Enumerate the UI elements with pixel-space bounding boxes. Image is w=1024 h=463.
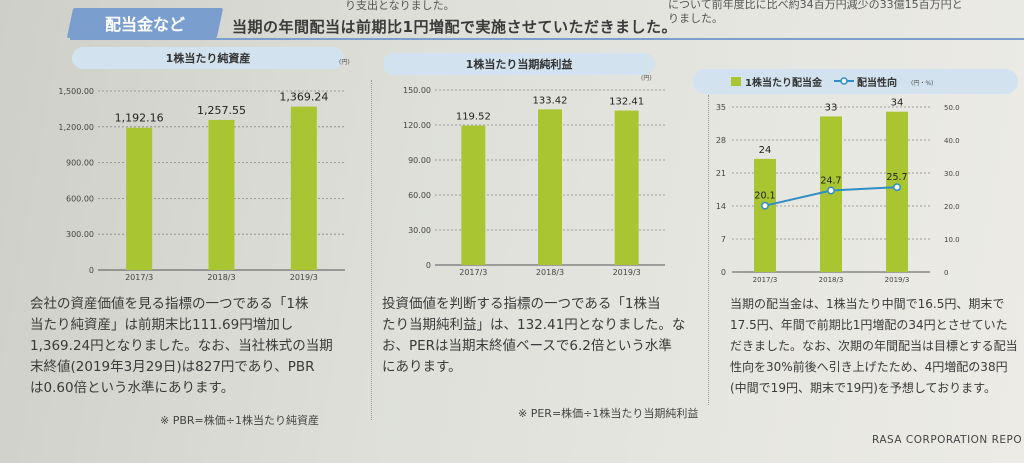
legend-bar-swatch <box>731 77 741 86</box>
payout-ratio-label: 24.7 <box>820 175 841 186</box>
y-tick-label: 90.00 <box>408 156 431 165</box>
payout-ratio-point <box>893 183 901 192</box>
column-divider-2 <box>708 95 709 405</box>
pbr-note: ※ PBR=株価÷1株当たり純資産 <box>160 414 319 427</box>
data-label: 1,192.16 <box>115 112 164 125</box>
bar-2018/3 <box>208 119 235 270</box>
chart2-unit: (円) <box>641 75 652 82</box>
description-1: 会社の資産価値を見る指標の一つである「1株 当たり純資産」は前期末比111.69… <box>30 296 333 396</box>
y2-tick-label: 40.0 <box>944 137 960 145</box>
description-3: 当期の配当金は、1株当たり中間で16.5円、期末で 17.5円、年間で前期比1円… <box>730 297 1018 395</box>
y-tick-label: 60.00 <box>408 191 431 200</box>
bar-2018/3 <box>538 109 562 265</box>
header-rule <box>70 38 1024 40</box>
column-divider-1 <box>371 80 372 420</box>
legend-line-swatch <box>834 77 854 85</box>
legend-bar-label: 1株当たり配当金 <box>745 78 822 89</box>
data-label: 119.52 <box>456 112 491 123</box>
bar-2017/3 <box>461 125 486 265</box>
x-tick-label: 2019/3 <box>290 273 318 282</box>
top-fragment-3: りました。 <box>668 12 723 25</box>
data-label: 133.42 <box>533 95 568 106</box>
dividend-label: 34 <box>891 98 904 109</box>
y-tick-label: 300.00 <box>66 230 94 239</box>
dividend-bar-2017/3 <box>754 158 776 272</box>
x-tick-label: 2019/3 <box>613 268 641 277</box>
top-fragment-1: り支出となりました。 <box>345 0 455 12</box>
chart3-combo-chart: 0 7 14 21 28 35 0 10.0 20.0 30.0 40.0 50.0 24 2017/3 3… <box>716 98 960 284</box>
payout-ratio-point <box>827 186 835 195</box>
payout-ratio-label: 20.1 <box>754 191 775 202</box>
top-fragment-2: について前年度比に比べ約34百万円減少の33億15百万円と <box>668 0 963 11</box>
bar-2019/3 <box>290 106 317 270</box>
dividend-bar-2019/3 <box>886 111 908 272</box>
y-tick-label: 0 <box>426 261 431 270</box>
chart3-legend: 1株当たり配当金 配当性向 (円・%) <box>693 69 1018 94</box>
description-2: 投資価値を判断する指標の一つである「1株当 たり当期純利益」は、132.41円と… <box>382 296 686 375</box>
chart1-bar-chart: 0 300.00 600.00 900.00 1,200.00 1,500.00 1,192… <box>58 87 345 282</box>
x-tick-label: 2017/3 <box>753 276 778 284</box>
bar-2019/3 <box>614 110 639 265</box>
y-tick-label: 7 <box>721 235 726 244</box>
y-tick-label: 1,500.00 <box>58 87 94 96</box>
y-tick-label: 0 <box>89 266 94 275</box>
x-tick-label: 2018/3 <box>536 268 564 277</box>
per-note: ※ PER=株価÷1株当たり当期純利益 <box>518 407 699 420</box>
y2-tick-label: 50.0 <box>944 104 960 112</box>
dividend-label: 33 <box>825 102 838 113</box>
y-tick-label: 900.00 <box>66 159 94 168</box>
payout-ratio-label: 25.7 <box>886 172 907 183</box>
y-tick-label: 150.00 <box>403 86 431 95</box>
y2-tick-label: 10.0 <box>944 236 960 244</box>
chart2-bar-chart: 0 30.00 60.00 90.00 120.00 150.00 119.52 2017/3… <box>403 86 665 277</box>
y2-tick-label: 20.0 <box>944 203 960 211</box>
y-tick-label: 1,200.00 <box>58 123 94 132</box>
chart1-title: 1株当たり純資産 <box>72 47 344 69</box>
chart2-title: 1株当たり当期純利益 <box>383 53 655 75</box>
y-tick-label: 14 <box>716 202 726 211</box>
data-label: 1,369.24 <box>279 91 328 104</box>
x-tick-label: 2019/3 <box>885 276 910 284</box>
y-tick-label: 30.00 <box>408 226 431 235</box>
y-tick-label: 28 <box>716 136 726 145</box>
y-tick-label: 35 <box>716 103 726 112</box>
chart3-unit: (円・%) <box>911 80 934 87</box>
y-tick-label: 120.00 <box>403 121 431 130</box>
y-tick-label: 0 <box>721 268 726 277</box>
data-label: 132.41 <box>609 97 644 108</box>
payout-ratio-point <box>761 201 769 210</box>
legend-line-label: 配当性向 <box>857 78 897 89</box>
x-tick-label: 2018/3 <box>207 273 235 282</box>
x-tick-label: 2017/3 <box>125 273 153 282</box>
y2-tick-label: 30.0 <box>944 170 960 178</box>
dividend-label: 24 <box>759 145 772 156</box>
bar-2017/3 <box>126 127 153 271</box>
x-tick-label: 2017/3 <box>459 268 487 277</box>
headline: 当期の年間配当は前期比1円増配で実施させていただきました。 <box>232 18 677 36</box>
footer-company: RASA CORPORATION REPO <box>872 434 1023 446</box>
y2-tick-label: 0 <box>944 269 948 277</box>
x-tick-label: 2018/3 <box>819 276 844 284</box>
y-tick-label: 21 <box>716 169 726 178</box>
data-label: 1,257.55 <box>197 104 246 117</box>
section-tab: 配当金など <box>66 8 224 38</box>
chart1-unit: (円) <box>339 59 350 66</box>
y-tick-label: 600.00 <box>66 194 94 203</box>
